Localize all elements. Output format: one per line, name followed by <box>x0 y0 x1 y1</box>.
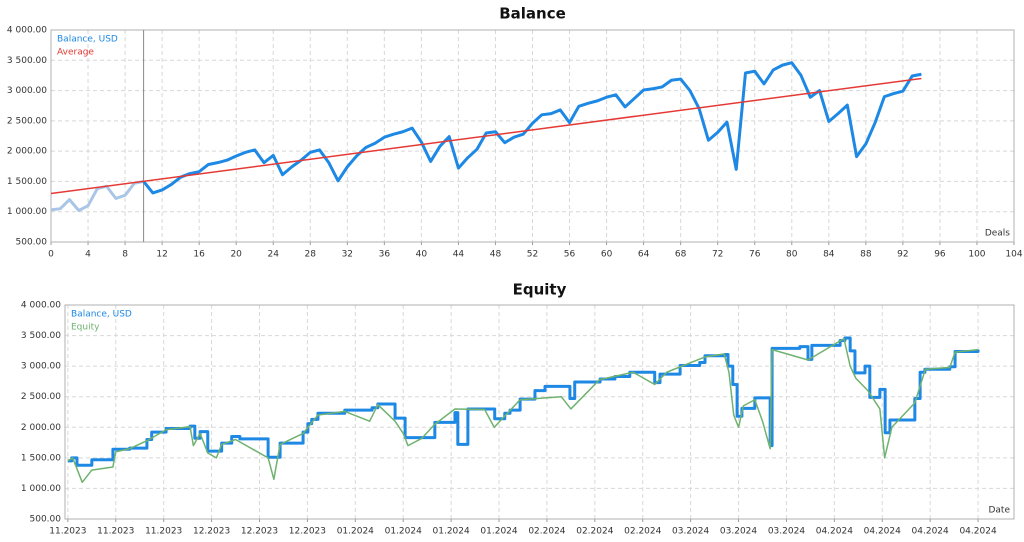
series-line <box>142 61 922 195</box>
series-line <box>50 179 144 213</box>
y-tick-label: 2 500.00 <box>21 392 61 402</box>
x-tick-label: 100 <box>968 250 985 260</box>
x-tick-label: 12 <box>156 250 167 260</box>
x-tick-label: 56 <box>564 250 576 260</box>
y-tick-label: 3 500.00 <box>21 331 61 341</box>
y-tick-label: 2 000.00 <box>21 423 61 433</box>
x-axis-label: Date <box>988 506 1010 516</box>
x-axis-label: Deals <box>985 229 1010 239</box>
y-tick-label: 1 000.00 <box>7 207 47 217</box>
x-tick-label: 96 <box>934 250 946 260</box>
x-tick-label: 02.2024 <box>576 527 613 537</box>
x-tick-label: 80 <box>786 250 798 260</box>
y-tick-label: 2 500.00 <box>7 116 47 126</box>
chart-title: Balance <box>499 5 566 23</box>
x-tick-label: 11.2023 <box>97 527 134 537</box>
x-tick-label: 16 <box>193 250 205 260</box>
x-tick-label: 88 <box>860 250 872 260</box>
x-tick-label: 44 <box>453 250 465 260</box>
y-tick-label: 500.00 <box>30 515 62 525</box>
x-tick-label: 12.2023 <box>241 527 278 537</box>
x-tick-label: 28 <box>305 250 317 260</box>
legend-label: Balance, USD <box>71 310 132 320</box>
legend-label: Average <box>57 48 94 58</box>
x-tick-label: 68 <box>675 250 687 260</box>
y-tick-label: 2 000.00 <box>7 147 47 157</box>
x-tick-label: 04.2024 <box>959 527 996 537</box>
x-tick-label: 01.2024 <box>385 527 422 537</box>
y-tick-label: 3 000.00 <box>21 362 61 372</box>
y-tick-label: 4 000.00 <box>21 301 61 311</box>
chart-title: Equity <box>513 281 567 299</box>
y-tick-label: 4 000.00 <box>7 26 47 36</box>
plot-frame <box>64 304 1015 520</box>
x-tick-label: 01.2024 <box>480 527 517 537</box>
y-tick-label: 1 500.00 <box>21 453 61 463</box>
x-tick-label: 04.2024 <box>912 527 949 537</box>
y-tick-label: 1 000.00 <box>21 484 61 494</box>
x-tick-label: 48 <box>490 250 502 260</box>
x-tick-label: 92 <box>897 250 908 260</box>
x-tick-label: 04.2024 <box>864 527 901 537</box>
x-tick-label: 40 <box>416 250 428 260</box>
x-tick-label: 4 <box>85 250 91 260</box>
x-tick-label: 36 <box>379 250 391 260</box>
x-tick-label: 12.2023 <box>193 527 230 537</box>
x-tick-label: 12.2023 <box>289 527 326 537</box>
x-tick-label: 64 <box>638 250 650 260</box>
y-tick-label: 500.00 <box>16 238 48 248</box>
x-tick-label: 104 <box>1005 250 1022 260</box>
legend-label: Balance, USD <box>57 35 118 45</box>
x-tick-label: 03.2024 <box>768 527 805 537</box>
x-tick-label: 20 <box>230 250 242 260</box>
y-tick-label: 1 500.00 <box>7 177 47 187</box>
x-tick-label: 24 <box>268 250 280 260</box>
x-tick-label: 02.2024 <box>528 527 565 537</box>
x-tick-label: 8 <box>122 250 128 260</box>
plot-frame <box>50 29 1015 243</box>
x-tick-label: 03.2024 <box>720 527 757 537</box>
x-tick-label: 72 <box>712 250 723 260</box>
x-tick-label: 11.2023 <box>145 527 182 537</box>
x-tick-label: 76 <box>749 250 761 260</box>
x-tick-label: 60 <box>601 250 613 260</box>
x-tick-label: 04.2024 <box>816 527 853 537</box>
x-tick-label: 84 <box>823 250 835 260</box>
x-tick-label: 11.2023 <box>49 527 86 537</box>
x-tick-label: 02.2024 <box>624 527 661 537</box>
y-tick-label: 3 000.00 <box>7 86 47 96</box>
x-tick-label: 0 <box>48 250 54 260</box>
x-tick-label: 01.2024 <box>337 527 374 537</box>
series-line <box>50 77 922 195</box>
series-line <box>67 337 979 484</box>
legend-label: Equity <box>71 323 100 333</box>
series-line <box>67 336 980 467</box>
x-tick-label: 32 <box>342 250 353 260</box>
y-tick-label: 3 500.00 <box>7 56 47 66</box>
x-tick-label: 01.2024 <box>433 527 470 537</box>
x-tick-label: 03.2024 <box>672 527 709 537</box>
x-tick-label: 52 <box>527 250 538 260</box>
